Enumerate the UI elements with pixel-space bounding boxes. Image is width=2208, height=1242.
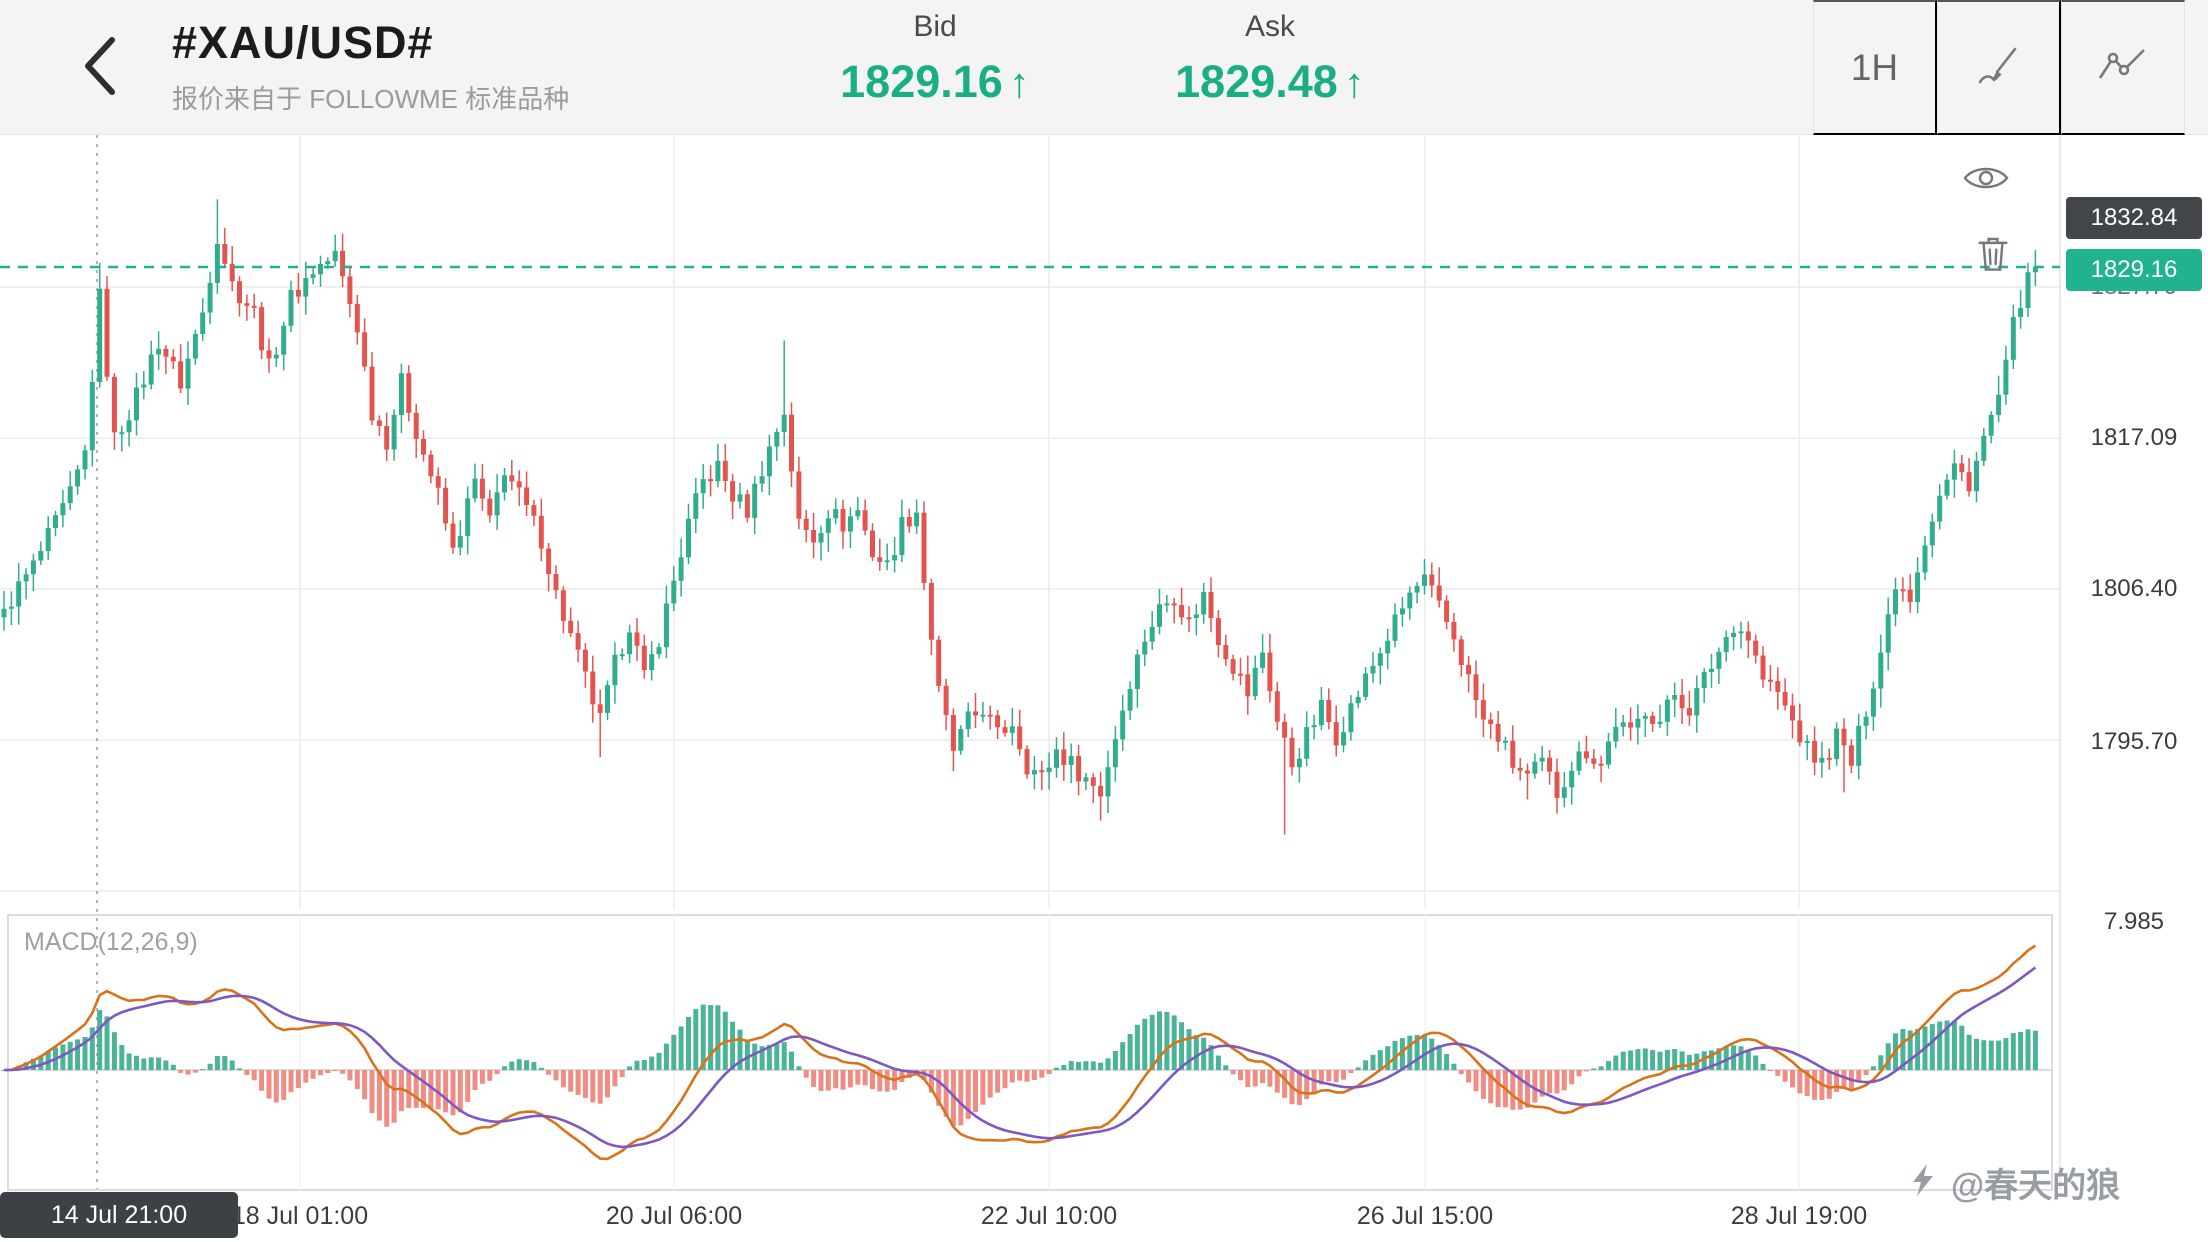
timeframe-button[interactable]: 1H — [1813, 0, 1937, 135]
indicator-line-icon — [2096, 44, 2150, 91]
back-button[interactable] — [55, 0, 145, 135]
date-label-22jul: 22 Jul 10:00 — [980, 1202, 1118, 1230]
bid-up-arrow-icon: ↑ — [1008, 59, 1030, 106]
symbol-title: #XAU/USD# — [172, 17, 434, 68]
trash-icon — [1976, 237, 2010, 277]
indicators-button[interactable] — [2061, 0, 2185, 135]
draw-pencil-icon — [1975, 42, 2023, 93]
back-chevron-icon — [80, 34, 120, 101]
date-label-20jul: 20 Jul 06:00 — [605, 1202, 743, 1230]
watermark: @春天的狼 — [1905, 1158, 2120, 1207]
ask-quote[interactable]: Ask 1829.48 ↑ — [1130, 10, 1410, 108]
date-label-26jul: 26 Jul 15:00 — [1356, 1202, 1494, 1230]
bid-quote[interactable]: Bid 1829.16 ↑ — [795, 10, 1075, 108]
watermark-text: @春天的狼 — [1951, 1167, 2121, 1205]
ask-price: 1829.48 — [1175, 56, 1338, 107]
date-label-28jul: 28 Jul 19:00 — [1730, 1202, 1868, 1230]
date-label-18jul: 18 Jul 01:00 — [231, 1202, 369, 1230]
visibility-toggle-button[interactable] — [1962, 162, 2010, 197]
watermark-logo-icon — [1905, 1162, 1941, 1203]
title-block: #XAU/USD# 报价来自于 FOLLOWME 标准品种 — [172, 17, 569, 116]
axis-price-label-1817: 1817.09 — [2090, 424, 2178, 451]
bid-label: Bid — [913, 10, 957, 43]
header: #XAU/USD# 报价来自于 FOLLOWME 标准品种 Bid 1829.1… — [0, 0, 2208, 135]
bid-price: 1829.16 — [840, 56, 1003, 107]
axis-price-label-1806: 1806.40 — [2090, 575, 2178, 602]
quote-source-subtitle: 报价来自于 FOLLOWME 标准品种 — [172, 84, 570, 114]
axis-price-label-1795: 1795.70 — [2090, 728, 2178, 755]
eye-icon — [1962, 167, 2010, 197]
ask-label: Ask — [1244, 10, 1295, 43]
timeframe-label: 1H — [1850, 46, 1899, 88]
chart-toolbar: 1H — [1813, 0, 2185, 135]
current-price-badge: 1829.16 — [2066, 249, 2202, 291]
session-high-badge: 1832.84 — [2066, 197, 2202, 239]
crosshair-date-badge: 14 Jul 21:00 — [0, 1192, 238, 1238]
macd-axis-max-label: 7.985 — [2103, 908, 2165, 935]
draw-tool-button[interactable] — [1937, 0, 2061, 135]
macd-indicator-label: MACD(12,26,9) — [24, 928, 198, 956]
ask-up-arrow-icon: ↑ — [1343, 59, 1365, 106]
delete-price-line-button[interactable] — [1976, 234, 2010, 277]
